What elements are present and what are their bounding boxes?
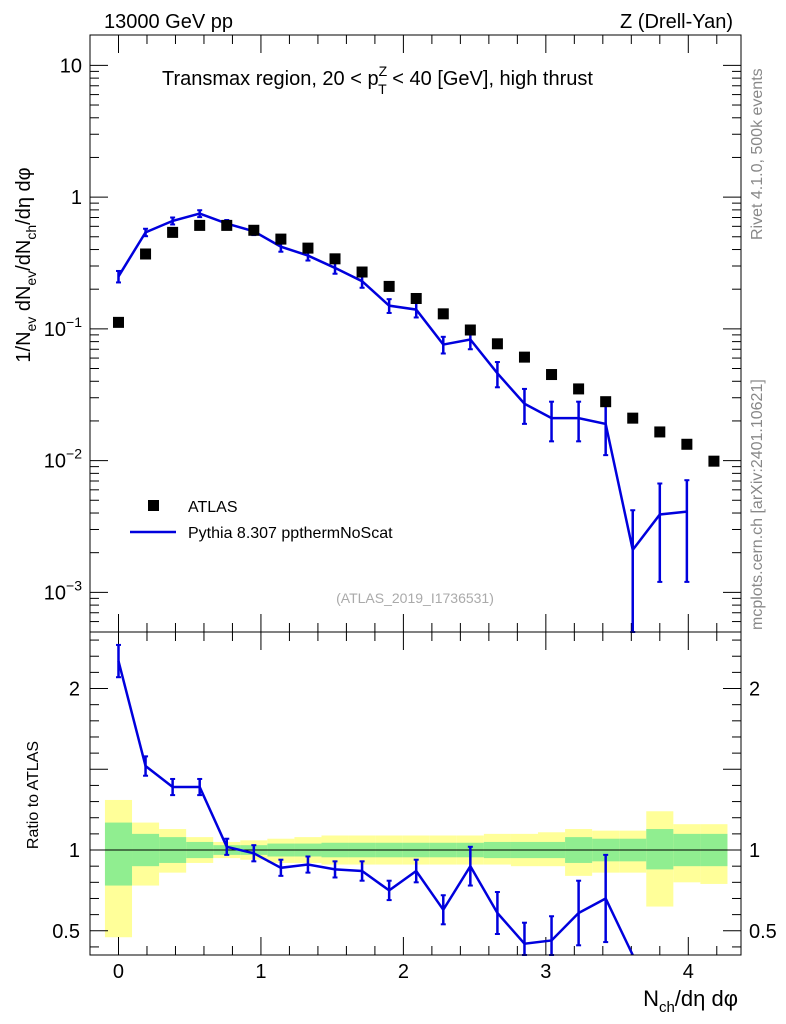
x-tick-label: 0 [113, 961, 124, 983]
ratio-plot-frame [89, 631, 742, 956]
atlas-data-point [546, 369, 558, 381]
header-collision-label: 13000 GeV pp [104, 11, 233, 33]
mcplots-label: mcplots.cern.ch [arXiv:2401.10621] [749, 379, 766, 630]
watermark: (ATLAS_2019_I1736531) [336, 590, 494, 606]
ratio-y-tick-label-left: 0.5 [52, 921, 80, 943]
atlas-data-point [302, 242, 314, 254]
atlas-data-point [437, 308, 449, 320]
ratio-y-axis-label: Ratio to ATLAS [25, 741, 42, 849]
y-tick-label: 10−3 [44, 577, 82, 604]
atlas-data-point [194, 219, 206, 231]
main-panel: Transmax region, 20 < pZ T < 40 [GeV], hi… [13, 34, 742, 633]
ratio-y-tick-label-right: 2 [749, 679, 760, 701]
x-tick-label: 3 [540, 961, 551, 983]
atlas-data-point [681, 438, 693, 450]
atlas-data-point [573, 383, 585, 395]
mc-series-line [117, 212, 688, 553]
atlas-data-point [356, 266, 368, 278]
main-y-axis-label: 1/Nev dNev/dNch/dη dφ [13, 167, 39, 362]
y-tick-label: 10−2 [44, 446, 82, 473]
atlas-data-point [167, 226, 179, 238]
atlas-data-point [329, 253, 341, 265]
y-tick-label: 10−1 [44, 314, 82, 341]
atlas-data-point [383, 280, 395, 292]
y-tick-label: 10 [60, 55, 82, 77]
x-tick-label: 1 [255, 961, 266, 983]
ratio-y-tick-label-left: 1 [69, 840, 80, 862]
atlas-data-point [627, 412, 639, 424]
atlas-data-point [491, 338, 503, 350]
atlas-data-point [518, 351, 530, 363]
ratio-panel: 0 1 2 3 4 0.5 0.5 1 1 2 2 Ratio to ATLAS Nch/dη dφ [25, 631, 777, 1016]
atlas-data-point [275, 233, 287, 245]
main-title: Transmax region, 20 < pZ T < 40 [GeV], hi… [162, 63, 593, 97]
legend-mc-label: Pythia 8.307 ppthermNoScat [188, 525, 393, 542]
atlas-data-point [708, 455, 720, 467]
atlas-data-point [654, 426, 666, 438]
ratio-y-tick-label-right: 1 [749, 840, 760, 862]
header-process-label: Z (Drell-Yan) [620, 11, 733, 33]
atlas-data-point [140, 248, 152, 260]
atlas-data-point [221, 219, 233, 231]
ratio-mc-line [117, 660, 634, 956]
rivet-label: Rivet 4.1.0, 500k events [749, 68, 766, 240]
atlas-data-point [410, 292, 422, 304]
atlas-data-point [464, 324, 476, 336]
main-plot-frame [89, 34, 742, 633]
y-tick-label: 1 [71, 187, 82, 209]
x-tick-label: 2 [398, 961, 409, 983]
legend-atlas-label: ATLAS [188, 499, 238, 516]
atlas-data-point [112, 316, 124, 328]
ratio-y-tick-label-left: 2 [69, 679, 80, 701]
ratio-band-inner [104, 822, 133, 886]
x-tick-label: 4 [683, 961, 694, 983]
ratio-band-inner [646, 829, 674, 870]
atlas-data-point [600, 396, 612, 408]
legend: ATLAS Pythia 8.307 ppthermNoScat [130, 499, 393, 542]
x-axis-label: Nch/dη dφ [643, 986, 738, 1016]
atlas-data-point [248, 224, 260, 236]
legend-atlas-marker [148, 500, 159, 511]
ratio-y-tick-label-right: 0.5 [749, 921, 777, 943]
